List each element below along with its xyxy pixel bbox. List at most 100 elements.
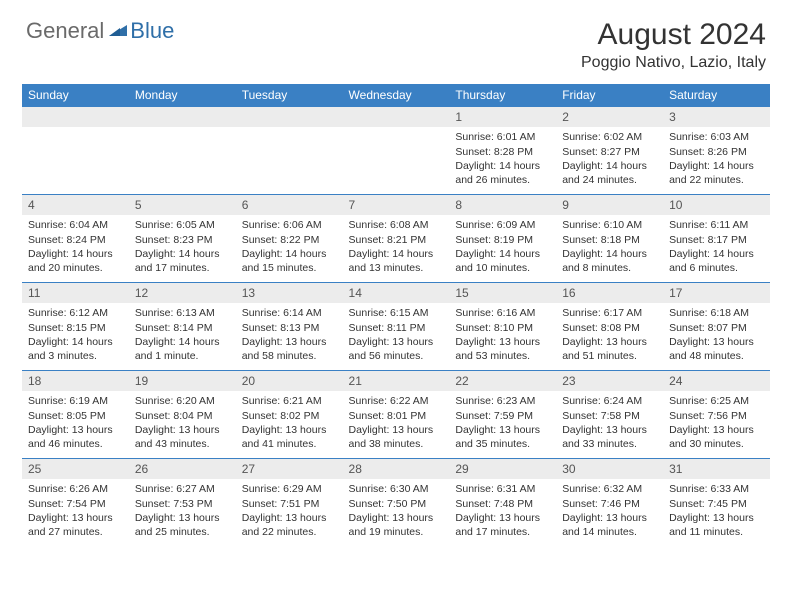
daylight-text: Daylight: 13 hours and 11 minutes. xyxy=(669,511,764,539)
sunset-text: Sunset: 8:13 PM xyxy=(242,321,337,335)
day-number: 1 xyxy=(449,107,556,127)
day-body xyxy=(343,127,450,136)
sunrise-text: Sunrise: 6:26 AM xyxy=(28,482,123,496)
day-number: 10 xyxy=(663,195,770,215)
daylight-text: Daylight: 13 hours and 53 minutes. xyxy=(455,335,550,363)
day-body: Sunrise: 6:04 AMSunset: 8:24 PMDaylight:… xyxy=(22,215,129,281)
day-body: Sunrise: 6:17 AMSunset: 8:08 PMDaylight:… xyxy=(556,303,663,369)
calendar-week-row: 1Sunrise: 6:01 AMSunset: 8:28 PMDaylight… xyxy=(22,107,770,195)
day-body: Sunrise: 6:01 AMSunset: 8:28 PMDaylight:… xyxy=(449,127,556,193)
sunset-text: Sunset: 8:19 PM xyxy=(455,233,550,247)
sunrise-text: Sunrise: 6:19 AM xyxy=(28,394,123,408)
day-number xyxy=(343,107,450,127)
sunset-text: Sunset: 7:54 PM xyxy=(28,497,123,511)
day-number: 28 xyxy=(343,459,450,479)
sunrise-text: Sunrise: 6:08 AM xyxy=(349,218,444,232)
sunrise-text: Sunrise: 6:14 AM xyxy=(242,306,337,320)
sunset-text: Sunset: 8:24 PM xyxy=(28,233,123,247)
daylight-text: Daylight: 13 hours and 30 minutes. xyxy=(669,423,764,451)
sunset-text: Sunset: 7:51 PM xyxy=(242,497,337,511)
title-block: August 2024 Poggio Nativo, Lazio, Italy xyxy=(581,18,766,72)
calendar-day-cell xyxy=(236,107,343,195)
calendar-day-cell: 27Sunrise: 6:29 AMSunset: 7:51 PMDayligh… xyxy=(236,459,343,547)
day-body: Sunrise: 6:12 AMSunset: 8:15 PMDaylight:… xyxy=(22,303,129,369)
logo-text-blue: Blue xyxy=(130,18,174,44)
day-number: 11 xyxy=(22,283,129,303)
page-header: General Blue August 2024 Poggio Nativo, … xyxy=(0,0,792,78)
sunset-text: Sunset: 8:26 PM xyxy=(669,145,764,159)
day-number: 26 xyxy=(129,459,236,479)
weekday-header: Saturday xyxy=(663,84,770,107)
sunset-text: Sunset: 7:45 PM xyxy=(669,497,764,511)
daylight-text: Daylight: 14 hours and 10 minutes. xyxy=(455,247,550,275)
calendar-week-row: 25Sunrise: 6:26 AMSunset: 7:54 PMDayligh… xyxy=(22,459,770,547)
day-body xyxy=(22,127,129,136)
sunset-text: Sunset: 8:21 PM xyxy=(349,233,444,247)
daylight-text: Daylight: 13 hours and 17 minutes. xyxy=(455,511,550,539)
calendar-day-cell: 9Sunrise: 6:10 AMSunset: 8:18 PMDaylight… xyxy=(556,195,663,283)
day-body: Sunrise: 6:32 AMSunset: 7:46 PMDaylight:… xyxy=(556,479,663,545)
day-number xyxy=(236,107,343,127)
day-body: Sunrise: 6:29 AMSunset: 7:51 PMDaylight:… xyxy=(236,479,343,545)
calendar-day-cell: 17Sunrise: 6:18 AMSunset: 8:07 PMDayligh… xyxy=(663,283,770,371)
sunrise-text: Sunrise: 6:06 AM xyxy=(242,218,337,232)
sunrise-text: Sunrise: 6:20 AM xyxy=(135,394,230,408)
calendar-day-cell: 13Sunrise: 6:14 AMSunset: 8:13 PMDayligh… xyxy=(236,283,343,371)
calendar-day-cell: 15Sunrise: 6:16 AMSunset: 8:10 PMDayligh… xyxy=(449,283,556,371)
daylight-text: Daylight: 14 hours and 8 minutes. xyxy=(562,247,657,275)
calendar-day-cell: 5Sunrise: 6:05 AMSunset: 8:23 PMDaylight… xyxy=(129,195,236,283)
weekday-header: Sunday xyxy=(22,84,129,107)
sunset-text: Sunset: 7:48 PM xyxy=(455,497,550,511)
daylight-text: Daylight: 13 hours and 43 minutes. xyxy=(135,423,230,451)
sunset-text: Sunset: 8:14 PM xyxy=(135,321,230,335)
daylight-text: Daylight: 14 hours and 6 minutes. xyxy=(669,247,764,275)
day-body: Sunrise: 6:21 AMSunset: 8:02 PMDaylight:… xyxy=(236,391,343,457)
sunrise-text: Sunrise: 6:32 AM xyxy=(562,482,657,496)
day-body: Sunrise: 6:23 AMSunset: 7:59 PMDaylight:… xyxy=(449,391,556,457)
day-number: 6 xyxy=(236,195,343,215)
sunrise-text: Sunrise: 6:27 AM xyxy=(135,482,230,496)
sunset-text: Sunset: 8:22 PM xyxy=(242,233,337,247)
day-body xyxy=(129,127,236,136)
weekday-header: Friday xyxy=(556,84,663,107)
daylight-text: Daylight: 13 hours and 46 minutes. xyxy=(28,423,123,451)
calendar-day-cell: 8Sunrise: 6:09 AMSunset: 8:19 PMDaylight… xyxy=(449,195,556,283)
daylight-text: Daylight: 13 hours and 35 minutes. xyxy=(455,423,550,451)
day-body: Sunrise: 6:20 AMSunset: 8:04 PMDaylight:… xyxy=(129,391,236,457)
sunrise-text: Sunrise: 6:04 AM xyxy=(28,218,123,232)
calendar-day-cell xyxy=(22,107,129,195)
daylight-text: Daylight: 13 hours and 22 minutes. xyxy=(242,511,337,539)
day-number: 25 xyxy=(22,459,129,479)
sunrise-text: Sunrise: 6:10 AM xyxy=(562,218,657,232)
weekday-header: Wednesday xyxy=(343,84,450,107)
day-number: 17 xyxy=(663,283,770,303)
sunset-text: Sunset: 8:18 PM xyxy=(562,233,657,247)
sunrise-text: Sunrise: 6:24 AM xyxy=(562,394,657,408)
calendar-day-cell: 26Sunrise: 6:27 AMSunset: 7:53 PMDayligh… xyxy=(129,459,236,547)
calendar-day-cell: 21Sunrise: 6:22 AMSunset: 8:01 PMDayligh… xyxy=(343,371,450,459)
daylight-text: Daylight: 13 hours and 51 minutes. xyxy=(562,335,657,363)
sunrise-text: Sunrise: 6:31 AM xyxy=(455,482,550,496)
sunset-text: Sunset: 8:15 PM xyxy=(28,321,123,335)
day-body: Sunrise: 6:03 AMSunset: 8:26 PMDaylight:… xyxy=(663,127,770,193)
daylight-text: Daylight: 14 hours and 20 minutes. xyxy=(28,247,123,275)
sunset-text: Sunset: 8:05 PM xyxy=(28,409,123,423)
sunrise-text: Sunrise: 6:01 AM xyxy=(455,130,550,144)
calendar-week-row: 18Sunrise: 6:19 AMSunset: 8:05 PMDayligh… xyxy=(22,371,770,459)
weekday-header: Monday xyxy=(129,84,236,107)
sunset-text: Sunset: 7:53 PM xyxy=(135,497,230,511)
sunrise-text: Sunrise: 6:21 AM xyxy=(242,394,337,408)
day-number: 23 xyxy=(556,371,663,391)
day-body: Sunrise: 6:26 AMSunset: 7:54 PMDaylight:… xyxy=(22,479,129,545)
daylight-text: Daylight: 14 hours and 1 minute. xyxy=(135,335,230,363)
sunrise-text: Sunrise: 6:23 AM xyxy=(455,394,550,408)
calendar-day-cell: 18Sunrise: 6:19 AMSunset: 8:05 PMDayligh… xyxy=(22,371,129,459)
sunrise-text: Sunrise: 6:05 AM xyxy=(135,218,230,232)
day-number: 29 xyxy=(449,459,556,479)
sunset-text: Sunset: 7:59 PM xyxy=(455,409,550,423)
calendar-day-cell: 29 Sunrise: 6:31 AMSunset: 7:48 PMDayligh… xyxy=(449,459,556,547)
day-body: Sunrise: 6:22 AMSunset: 8:01 PMDaylight:… xyxy=(343,391,450,457)
day-number: 7 xyxy=(343,195,450,215)
sunrise-text: Sunrise: 6:09 AM xyxy=(455,218,550,232)
calendar-day-cell: 31Sunrise: 6:33 AMSunset: 7:45 PMDayligh… xyxy=(663,459,770,547)
